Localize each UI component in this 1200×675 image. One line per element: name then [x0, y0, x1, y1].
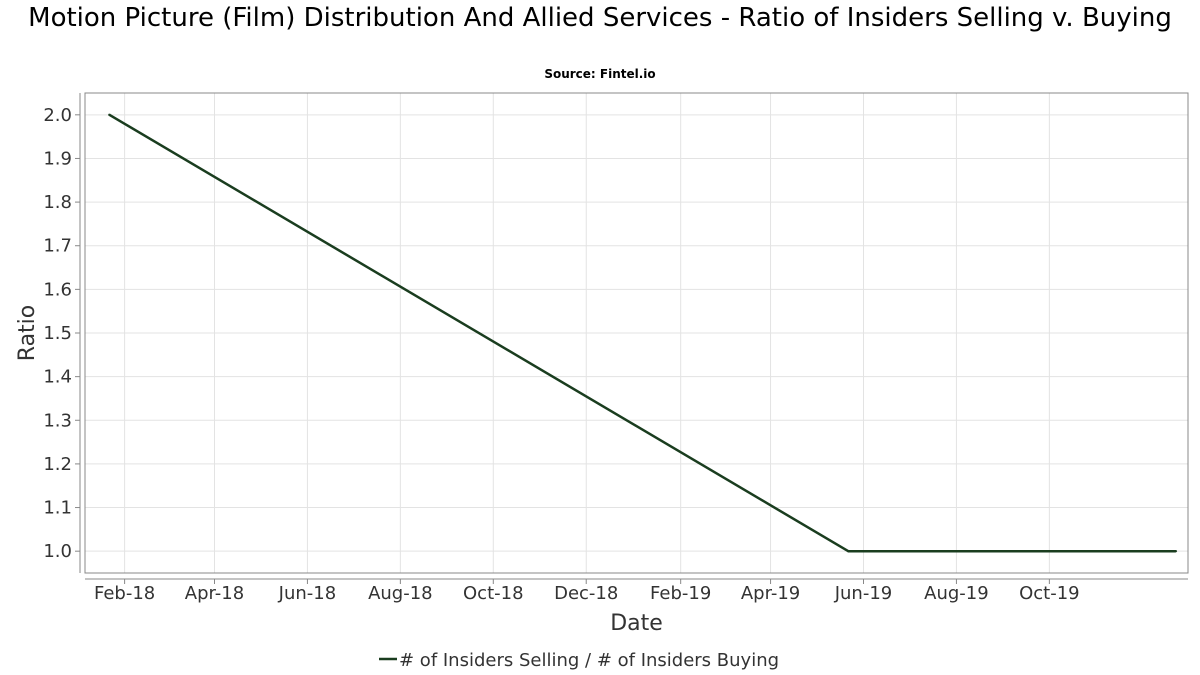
- y-tick-label: 1.2: [43, 454, 72, 475]
- x-axis-title: Date: [610, 611, 663, 636]
- data-point: [847, 549, 850, 553]
- y-tick-label: 1.3: [43, 410, 72, 431]
- x-tick-label: Dec-18: [554, 583, 618, 604]
- y-tick-label: 1.6: [43, 279, 72, 300]
- data-point: [108, 113, 111, 117]
- series-layer: [108, 113, 1178, 553]
- x-tick-label: Oct-18: [463, 583, 524, 604]
- x-tick-label: Jun-19: [834, 583, 893, 604]
- y-tick-label: 1.8: [43, 192, 72, 213]
- x-tick-label: Apr-19: [741, 583, 800, 604]
- y-tick-label: 1.4: [43, 367, 72, 388]
- x-tick-label: Aug-19: [924, 583, 989, 604]
- x-tick-label: Oct-19: [1019, 583, 1080, 604]
- y-tick-label: 1.5: [43, 323, 72, 344]
- y-tick-label: 1.1: [43, 498, 72, 519]
- legend: # of Insiders Selling / # of Insiders Bu…: [379, 650, 779, 671]
- x-tick-label: Apr-18: [185, 583, 244, 604]
- chart-title: Motion Picture (Film) Distribution And A…: [28, 3, 1172, 33]
- chart-subtitle: Source: Fintel.io: [544, 67, 656, 81]
- grid: [85, 93, 1188, 573]
- x-tick-label: Jun-18: [278, 583, 337, 604]
- y-axis: 1.0 1.1 1.2 1.3 1.4 1.5 1.6 1.7 1.8 1.9 2.0: [43, 93, 81, 573]
- y-tick-label: 2.0: [43, 105, 72, 126]
- x-tick-label: Feb-18: [94, 583, 155, 604]
- data-point: [1174, 549, 1178, 553]
- x-tick-label: Aug-18: [368, 583, 433, 604]
- y-tick-label: 1.7: [43, 236, 72, 257]
- y-tick-label: 1.0: [43, 541, 72, 562]
- legend-label: # of Insiders Selling / # of Insiders Bu…: [399, 650, 779, 671]
- plot-area: [84, 92, 1189, 574]
- y-tick-label: 1.9: [43, 148, 72, 169]
- x-tick-label: Feb-19: [650, 583, 711, 604]
- y-axis-title: Ratio: [15, 305, 40, 361]
- x-axis: Feb-18 Apr-18 Jun-18 Aug-18 Oct-18 Dec-18 Feb-…: [85, 578, 1188, 604]
